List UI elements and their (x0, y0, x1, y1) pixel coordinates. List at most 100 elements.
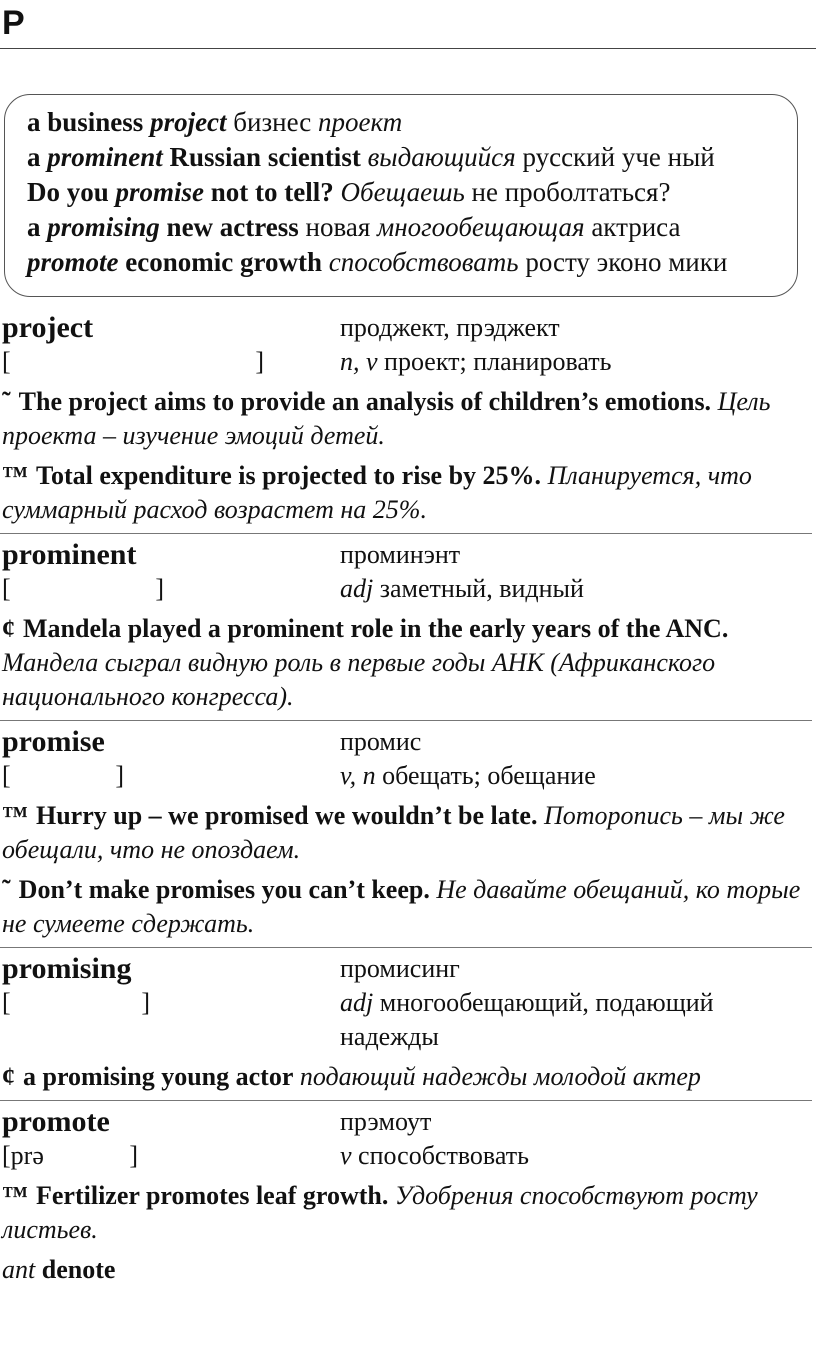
ipa: [] (2, 572, 164, 606)
seg: not to tell? (204, 177, 341, 207)
seg: promise (115, 177, 205, 207)
example-ru: Мандела сыграл видную роль в первые годы… (2, 648, 716, 711)
marker: ™ (2, 461, 28, 490)
marker: ™ (2, 801, 28, 830)
headword: promising (2, 952, 132, 985)
example: ¢ a promising young actor подающий надежд… (2, 1060, 812, 1094)
antonym-word: denote (41, 1255, 116, 1284)
headword: promise (2, 725, 105, 758)
pronunciation: промисинг (340, 954, 460, 983)
seg: новая (305, 212, 378, 242)
entry: prominent проминэнт [] adj заметный, видный… (0, 533, 812, 720)
seg: многообещающая (377, 212, 585, 242)
ipa-bracket: ] (115, 761, 124, 790)
gloss: многообещающий, подающий надежды (340, 988, 714, 1051)
entry: promote прэмоут [prə] v способствовать ™ Fert… (0, 1100, 812, 1293)
antonym: ant denote (2, 1253, 812, 1287)
seg: economic growth (118, 247, 329, 277)
example: ˜ Don’t make promises you can’t keep. Не … (2, 873, 812, 941)
ipa-cell: [] (2, 759, 340, 793)
seg: способствовать (328, 247, 519, 277)
seg: не проболтаться? (464, 177, 671, 207)
phrase: a business project бизнес проект (27, 105, 787, 140)
marker: ¢ (2, 1062, 15, 1091)
seg: бизнес (226, 107, 318, 137)
entry: promise промис [] v, n обещать; обещание ™ Hu… (0, 720, 812, 947)
entry-head: promise промис (2, 725, 812, 759)
example-en: a promising young actor (23, 1062, 294, 1091)
headword: project (2, 311, 94, 344)
example-ru: Поторопись – мы же обещали, что не опозд… (2, 801, 785, 864)
ipa: [prə] (2, 1139, 138, 1173)
entry: promising промисинг [] adj многообещающий, … (0, 947, 812, 1100)
headword: prominent (2, 538, 137, 571)
example: ˜ The project aims to provide an analysis… (2, 385, 812, 453)
marker: ˜ (2, 875, 11, 904)
seg: a (27, 142, 48, 172)
part-of-speech: adj (340, 574, 374, 603)
ipa-bracket: [ (2, 988, 11, 1017)
example: ™ Total expenditure is projected to rise … (2, 459, 812, 527)
example: ¢ Mandela played a prominent role in the … (2, 612, 812, 714)
ipa-bracket: ] (141, 988, 150, 1017)
phrase: promote economic growth способствовать р… (27, 245, 787, 280)
example-ru: Цель проекта – изучение эмоций детей. (2, 387, 771, 450)
example-ru: Удобрения способствуют росту листьев. (2, 1181, 758, 1244)
marker: ˜ (2, 387, 11, 416)
seg: выдающийся (367, 142, 516, 172)
seg: promising (47, 212, 160, 242)
seg: a (27, 212, 48, 242)
entry-sense: [] v, n обещать; обещание (2, 759, 812, 793)
ipa-bracket: ] (255, 347, 264, 376)
pronunciation: проминэнт (340, 540, 461, 569)
pronunciation: промис (340, 727, 422, 756)
gloss: способствовать (358, 1141, 529, 1170)
ipa-cell: [prə] (2, 1139, 340, 1173)
gloss: проект; планировать (384, 347, 612, 376)
seg: prominent (47, 142, 163, 172)
pronunciation: прэмоут (340, 1107, 432, 1136)
sense: v, n обещать; обещание (340, 759, 596, 793)
entry-head: promising промисинг (2, 952, 812, 986)
sense: n, v проект; планировать (340, 345, 611, 379)
seg: promote (27, 247, 119, 277)
part-of-speech: adj (340, 988, 374, 1017)
phrase-box: a business project бизнес проект a promi… (4, 94, 798, 297)
entry-head: project проджект, прэджект (2, 311, 812, 345)
seg: new actress (159, 212, 306, 242)
entry-head: promote прэмоут (2, 1105, 812, 1139)
example-en: Hurry up – we promised we wouldn’t be la… (36, 801, 538, 830)
example-ru: подающий надежды молодой актер (299, 1062, 701, 1091)
ipa-cell: [] (2, 986, 340, 1054)
seg: русский уче ный (515, 142, 715, 172)
part-of-speech: v, n (340, 761, 376, 790)
ipa-bracket: [prə (2, 1141, 44, 1170)
part-of-speech: v (340, 1141, 352, 1170)
example: ™ Hurry up – we promised we wouldn’t be l… (2, 799, 812, 867)
sense: v способствовать (340, 1139, 529, 1173)
ipa-bracket: [ (2, 574, 11, 603)
sense: adj заметный, видный (340, 572, 584, 606)
ipa-bracket: ] (129, 1141, 138, 1170)
gloss: обещать; обещание (382, 761, 596, 790)
seg: росту эконо мики (518, 247, 728, 277)
ipa-bracket: [ (2, 761, 11, 790)
ipa-bracket: ] (155, 574, 164, 603)
phrase: a prominent Russian scientist выдающийся… (27, 140, 787, 175)
ipa-cell: [] (2, 345, 340, 379)
sense: adj многообещающий, подающий надежды (340, 986, 812, 1054)
entry: project проджект, прэджект [] n, v проект; … (0, 307, 812, 533)
header-letter: P (0, 0, 816, 49)
antonym-label: ant (2, 1255, 36, 1284)
ipa-cell: [] (2, 572, 340, 606)
example-en: The project aims to provide an analysis … (18, 387, 712, 416)
example-en: Don’t make promises you can’t keep. (18, 875, 430, 904)
gloss: заметный, видный (379, 574, 584, 603)
part-of-speech: n, v (340, 347, 378, 376)
example-en: Fertilizer promotes leaf growth. (36, 1181, 389, 1210)
seg: project (150, 107, 227, 137)
ipa: [] (2, 759, 124, 793)
example-en: Total expenditure is projected to rise b… (36, 461, 542, 490)
seg: Do you (27, 177, 116, 207)
